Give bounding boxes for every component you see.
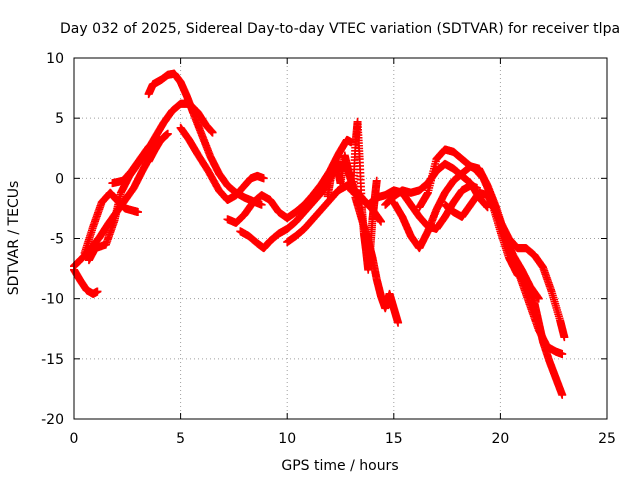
x-tick-label: 0 [70,431,79,447]
data-points [70,69,569,399]
y-tick-label: 0 [55,171,64,187]
x-tick-label: 20 [491,431,509,447]
data-point [560,333,569,342]
data-point [558,350,567,359]
y-tick-label: -15 [41,352,64,368]
data-point [93,287,102,296]
y-tick-label: 5 [55,111,64,127]
plot-frame [73,57,608,420]
x-tick-label: 5 [176,431,185,447]
y-tick-label: -10 [41,292,64,308]
x-tick-label: 25 [598,431,616,447]
data-point [394,318,403,327]
y-axis-label: SDTVAR / TECUs [6,181,22,296]
y-tick-label: -20 [41,412,64,428]
data-point [133,208,142,217]
data-point [208,128,217,137]
axis-ticks: 0 5 10 15 20 25 -20 -15 -10 -5 0 5 10 [41,51,616,447]
chart-title: Day 032 of 2025, Sidereal Day-to-day VTE… [60,21,620,37]
y-tick-label: -5 [50,232,64,248]
data-point [163,129,172,138]
data-point [558,390,567,399]
grid-lines [74,58,607,419]
y-tick-label: 10 [46,51,64,67]
x-axis-label: GPS time / hours [281,458,398,474]
data-point [377,217,386,226]
x-tick-label: 10 [278,431,296,447]
data-point [372,176,381,185]
data-point [257,200,266,209]
x-tick-label: 15 [385,431,403,447]
data-point [259,174,268,183]
